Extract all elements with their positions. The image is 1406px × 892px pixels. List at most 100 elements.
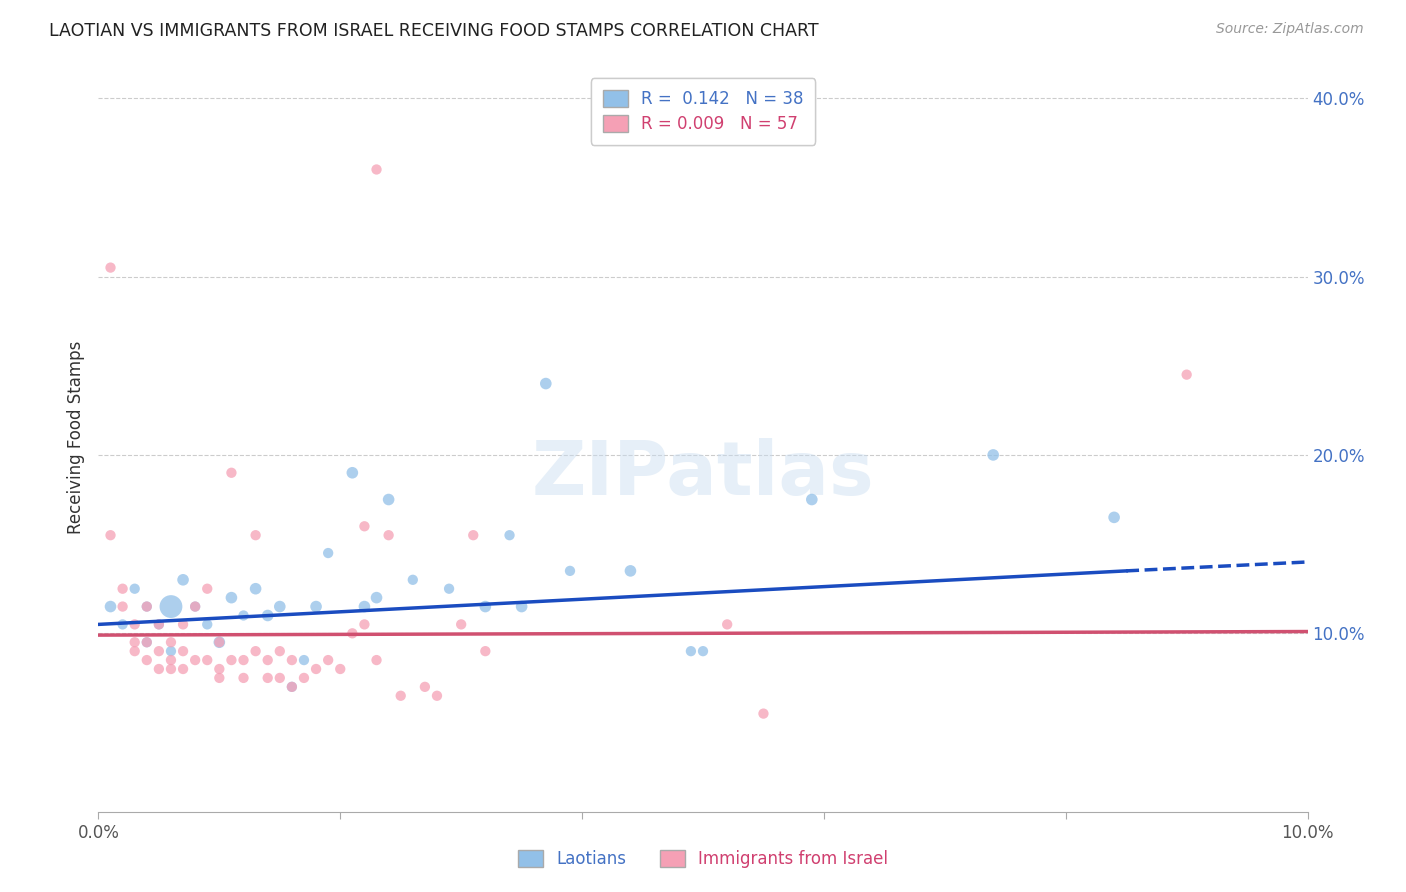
Point <box>135 635 157 649</box>
Point <box>353 617 375 632</box>
Point <box>208 635 231 649</box>
Point <box>1102 510 1125 524</box>
Point <box>256 608 278 623</box>
Point <box>135 635 157 649</box>
Point <box>353 519 375 533</box>
Point <box>245 528 267 542</box>
Point <box>402 573 425 587</box>
Point <box>366 591 388 605</box>
Point <box>208 671 231 685</box>
Point <box>498 528 520 542</box>
Point <box>160 599 183 614</box>
Point <box>100 599 122 614</box>
Point <box>316 546 339 560</box>
Point <box>389 689 412 703</box>
Point <box>245 644 267 658</box>
Point <box>558 564 581 578</box>
Point <box>160 644 183 658</box>
Point <box>172 617 194 632</box>
Point <box>232 671 254 685</box>
Point <box>752 706 775 721</box>
Point <box>124 644 146 658</box>
Point <box>316 653 339 667</box>
Point <box>269 671 291 685</box>
Point <box>184 599 207 614</box>
Point <box>195 582 218 596</box>
Point <box>366 653 388 667</box>
Point <box>221 591 243 605</box>
Point <box>100 528 122 542</box>
Point <box>135 599 157 614</box>
Point <box>377 492 399 507</box>
Point <box>160 635 183 649</box>
Point <box>281 653 304 667</box>
Point <box>135 599 157 614</box>
Point <box>426 689 449 703</box>
Point <box>221 466 243 480</box>
Point <box>619 564 641 578</box>
Point <box>148 617 170 632</box>
Point <box>281 680 304 694</box>
Point <box>232 653 254 667</box>
Y-axis label: Receiving Food Stamps: Receiving Food Stamps <box>66 341 84 533</box>
Point <box>148 644 170 658</box>
Point <box>184 653 207 667</box>
Point <box>474 599 496 614</box>
Point <box>111 617 134 632</box>
Point <box>148 617 170 632</box>
Point <box>679 644 702 658</box>
Point <box>135 653 157 667</box>
Point <box>269 599 291 614</box>
Point <box>208 635 231 649</box>
Point <box>305 662 328 676</box>
Point <box>281 680 304 694</box>
Point <box>305 599 328 614</box>
Point <box>510 599 533 614</box>
Point <box>450 617 472 632</box>
Point <box>474 644 496 658</box>
Point <box>269 644 291 658</box>
Point <box>111 582 134 596</box>
Point <box>208 662 231 676</box>
Point <box>232 608 254 623</box>
Point <box>100 260 122 275</box>
Legend: Laotians, Immigrants from Israel: Laotians, Immigrants from Israel <box>512 843 894 875</box>
Point <box>172 644 194 658</box>
Point <box>124 582 146 596</box>
Point <box>1175 368 1198 382</box>
Point <box>342 466 364 480</box>
Point <box>437 582 460 596</box>
Point <box>172 662 194 676</box>
Point <box>124 635 146 649</box>
Point <box>245 582 267 596</box>
Text: LAOTIAN VS IMMIGRANTS FROM ISRAEL RECEIVING FOOD STAMPS CORRELATION CHART: LAOTIAN VS IMMIGRANTS FROM ISRAEL RECEIV… <box>49 22 818 40</box>
Point <box>329 662 352 676</box>
Point <box>800 492 823 507</box>
Text: Source: ZipAtlas.com: Source: ZipAtlas.com <box>1216 22 1364 37</box>
Point <box>256 653 278 667</box>
Point <box>160 662 183 676</box>
Point <box>342 626 364 640</box>
Point <box>366 162 388 177</box>
Point <box>256 671 278 685</box>
Text: ZIPatlas: ZIPatlas <box>531 438 875 511</box>
Point <box>148 662 170 676</box>
Point <box>534 376 557 391</box>
Point <box>221 653 243 667</box>
Point <box>292 671 315 685</box>
Point <box>184 599 207 614</box>
Point <box>160 653 183 667</box>
Point <box>292 653 315 667</box>
Point <box>716 617 738 632</box>
Legend: R =  0.142   N = 38, R = 0.009   N = 57: R = 0.142 N = 38, R = 0.009 N = 57 <box>591 78 815 145</box>
Point <box>195 617 218 632</box>
Point <box>463 528 485 542</box>
Point <box>413 680 436 694</box>
Point <box>111 599 134 614</box>
Point <box>377 528 399 542</box>
Point <box>353 599 375 614</box>
Point <box>172 573 194 587</box>
Point <box>195 653 218 667</box>
Point <box>692 644 714 658</box>
Point <box>981 448 1004 462</box>
